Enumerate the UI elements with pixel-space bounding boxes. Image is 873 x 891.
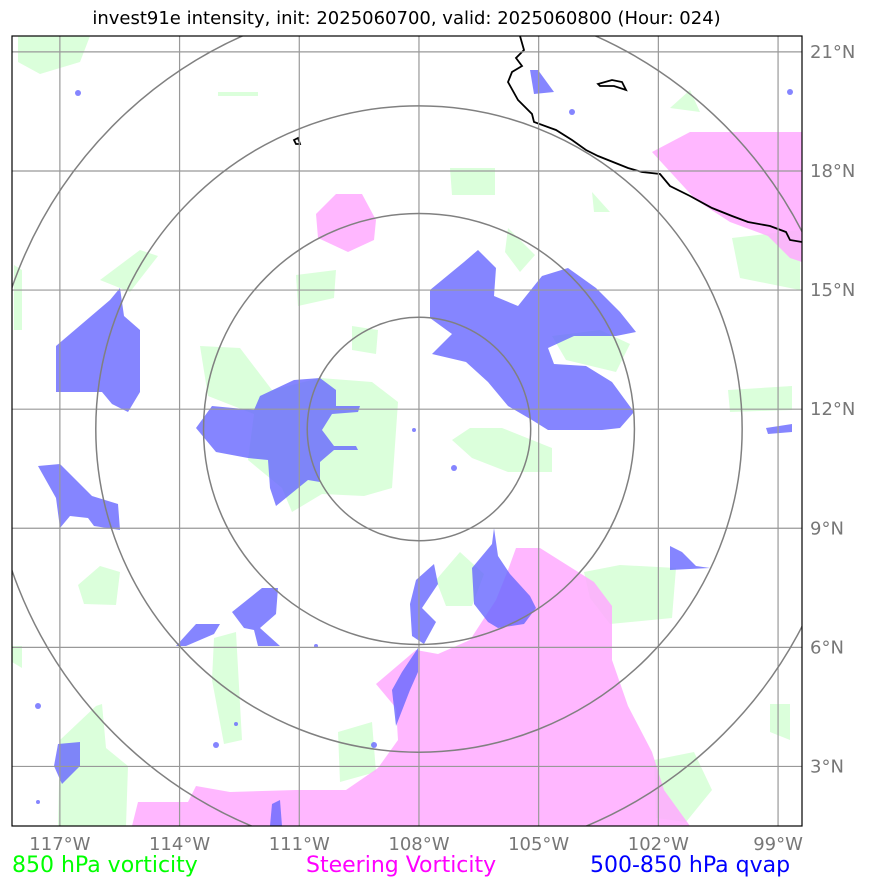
lon-tick-label: 108°W — [388, 834, 449, 855]
coastline-island — [596, 79, 628, 92]
range-ring — [202, 212, 636, 646]
lat-tick-label: 15°N — [810, 280, 855, 301]
green-area — [212, 632, 242, 744]
range-ring — [306, 316, 532, 542]
lon-tick-label: 114°W — [149, 834, 210, 855]
lat-tick-label: 21°N — [810, 42, 855, 63]
green-area — [18, 36, 90, 74]
map-title: invest91e intensity, init: 2025060700, v… — [92, 8, 721, 29]
qvap-area — [38, 464, 120, 530]
qvap-speck — [787, 89, 793, 95]
qvap-area — [232, 588, 280, 646]
legend-qvap: 500-850 hPa qvap — [590, 853, 791, 878]
green-area — [58, 704, 128, 826]
green-area — [14, 265, 22, 330]
green-area — [218, 92, 258, 96]
green-area — [452, 428, 552, 472]
lon-tick-label: 99°W — [753, 834, 803, 855]
green-area — [78, 566, 120, 605]
coastline — [292, 36, 802, 243]
lon-tick-label: 117°W — [29, 834, 90, 855]
green-area — [592, 192, 610, 212]
lat-tick-label: 18°N — [810, 161, 855, 182]
green-area — [552, 330, 630, 372]
qvap-speck — [35, 703, 41, 709]
qvap-area — [196, 378, 360, 506]
qvap-area — [766, 424, 792, 434]
qvap-speck — [569, 109, 575, 115]
plot-frame — [11, 35, 803, 827]
legend-850-vorticity: 850 hPa vorticity — [12, 853, 198, 878]
qvap-area — [270, 800, 282, 826]
green-area — [450, 168, 495, 195]
qvap-area — [410, 564, 438, 644]
gridlines — [12, 36, 802, 826]
green-area — [352, 326, 378, 354]
green-area — [670, 90, 700, 112]
lat-tick-label: 6°N — [810, 637, 844, 658]
lon-tick-label: 111°W — [269, 834, 330, 855]
coastline-mainland — [507, 36, 802, 243]
lat-tick-labels: 3°N 6°N 9°N 12°N 15°N 18°N 21°N — [810, 42, 855, 778]
qvap-speck — [75, 90, 81, 96]
lon-tick-labels: 117°W 114°W 111°W 108°W 105°W 102°W 99°W — [29, 834, 803, 855]
legend-steering-vorticity: Steering Vorticity — [306, 853, 497, 878]
qvap-speck — [451, 465, 457, 471]
green-area — [505, 228, 535, 272]
qvap-area — [56, 288, 140, 412]
green-area — [296, 270, 336, 306]
qvap-area — [430, 250, 636, 430]
qvap-speck — [234, 722, 238, 726]
qvap-area — [530, 70, 554, 94]
qvap-area — [176, 624, 220, 646]
green-area — [770, 704, 790, 740]
qvap-speck — [412, 428, 416, 432]
lat-tick-label: 9°N — [810, 518, 844, 539]
lat-tick-label: 12°N — [810, 399, 855, 420]
lon-tick-label: 105°W — [508, 834, 569, 855]
green-area — [12, 646, 22, 668]
green-area — [436, 552, 484, 606]
lon-tick-label: 102°W — [628, 834, 689, 855]
qvap-area — [670, 546, 710, 570]
qvap-speck — [36, 800, 40, 804]
range-rings — [12, 36, 802, 826]
magenta-area — [652, 132, 802, 262]
range-ring — [95, 105, 743, 753]
qvap-speck — [213, 742, 219, 748]
green-area — [728, 386, 792, 412]
magenta-area — [316, 194, 376, 252]
qvap-area — [392, 648, 418, 726]
qvap-speck — [371, 742, 377, 748]
lat-tick-label: 3°N — [810, 756, 844, 777]
qvap-area — [472, 528, 536, 628]
coastline-island — [292, 136, 302, 145]
qvap-layer — [35, 70, 793, 826]
green-area — [338, 722, 376, 782]
qvap-area — [54, 742, 80, 784]
